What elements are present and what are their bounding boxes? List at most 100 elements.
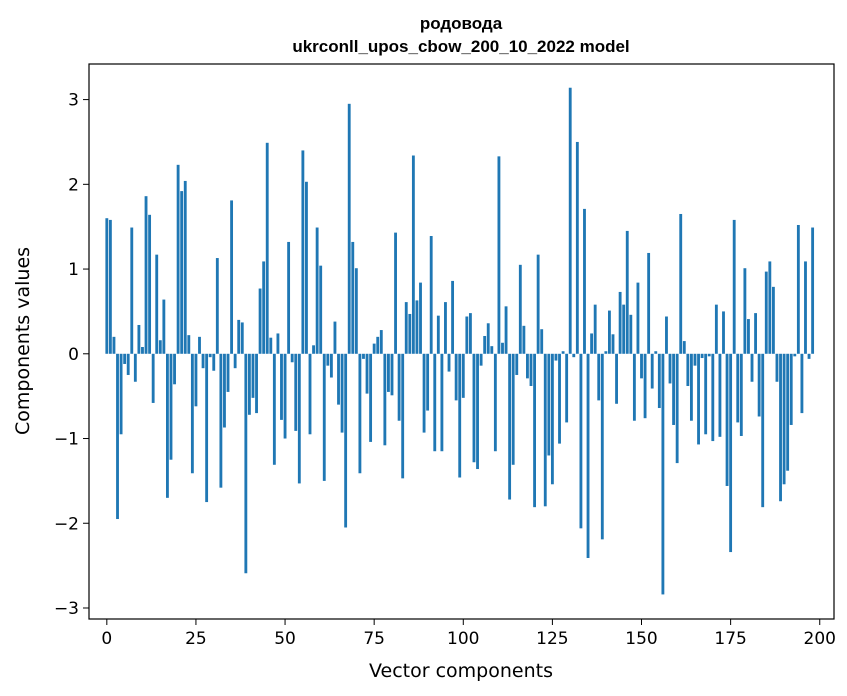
bar-102 xyxy=(468,313,472,354)
bar-160 xyxy=(675,353,679,464)
bar-180 xyxy=(747,319,750,354)
chart-title-line-1: родовода xyxy=(420,14,503,33)
bar-90 xyxy=(426,353,430,411)
bar-105 xyxy=(479,353,483,366)
y-tick-label: 3 xyxy=(68,91,79,111)
y-tick-label: −3 xyxy=(54,599,79,619)
bar-189 xyxy=(779,353,782,502)
bar-14 xyxy=(155,254,159,354)
bar-117 xyxy=(522,325,526,354)
bar-173 xyxy=(722,311,725,354)
bar-88 xyxy=(419,282,422,354)
bar-37 xyxy=(237,319,241,354)
bar-195 xyxy=(800,353,804,414)
bar-106 xyxy=(483,335,487,354)
bar-179 xyxy=(743,268,747,354)
x-tick-label: 0 xyxy=(101,629,112,649)
bar-158 xyxy=(668,353,672,384)
bar-150 xyxy=(640,353,643,379)
bar-166 xyxy=(697,353,700,445)
bar-183 xyxy=(757,353,761,417)
bar-119 xyxy=(529,353,533,386)
bar-61 xyxy=(322,353,326,481)
x-tick-label: 25 xyxy=(185,629,207,649)
bar-126 xyxy=(554,353,558,361)
bar-123 xyxy=(543,353,547,507)
bar-175 xyxy=(729,353,733,553)
chart-title-line-2: ukrconll_upos_cbow_200_10_2022 model xyxy=(292,37,629,56)
bar-178 xyxy=(739,353,743,436)
bar-122 xyxy=(540,329,544,354)
bar-153 xyxy=(650,353,654,389)
bar-32 xyxy=(219,353,223,488)
bar-101 xyxy=(465,316,469,354)
bar-47 xyxy=(272,353,276,465)
bar-74 xyxy=(369,353,373,442)
x-tick-label: 125 xyxy=(536,629,568,649)
bar-139 xyxy=(600,353,604,540)
bar-9 xyxy=(137,324,141,354)
bar-159 xyxy=(672,353,676,425)
bar-94 xyxy=(440,353,444,452)
bar-66 xyxy=(340,353,344,433)
bar-104 xyxy=(476,353,479,470)
bar-164 xyxy=(689,353,693,421)
bar-31 xyxy=(215,258,219,354)
bar-167 xyxy=(700,353,704,359)
bar-134 xyxy=(583,208,586,354)
bar-97 xyxy=(451,280,455,354)
y-tick-label: 1 xyxy=(68,260,79,280)
bars-group xyxy=(105,87,815,595)
bar-184 xyxy=(761,353,765,508)
bar-143 xyxy=(615,353,618,404)
bar-83 xyxy=(401,353,405,479)
bar-34 xyxy=(226,353,230,392)
bar-39 xyxy=(244,353,248,574)
bar-194 xyxy=(796,224,800,354)
bar-156 xyxy=(661,353,665,595)
bar-98 xyxy=(454,353,458,401)
y-tick-label: 2 xyxy=(68,175,79,195)
bar-146 xyxy=(625,230,629,354)
bar-96 xyxy=(447,353,451,372)
bar-6 xyxy=(126,353,130,375)
bar-187 xyxy=(771,286,775,354)
bar-8 xyxy=(133,353,137,382)
bar-38 xyxy=(240,322,244,354)
y-tick-label: 0 xyxy=(68,345,79,365)
bar-62 xyxy=(326,353,330,366)
y-tick-label: −2 xyxy=(54,514,79,534)
bar-17 xyxy=(166,353,169,498)
bar-1 xyxy=(108,219,112,354)
bar-36 xyxy=(233,353,237,369)
bar-93 xyxy=(436,315,440,354)
bar-86 xyxy=(411,155,415,354)
bar-76 xyxy=(376,336,380,354)
bar-142 xyxy=(611,334,615,354)
bar-27 xyxy=(201,353,205,369)
bar-113 xyxy=(508,353,512,500)
bar-188 xyxy=(775,353,779,382)
bar-100 xyxy=(461,353,465,398)
bar-186 xyxy=(768,261,772,354)
bar-124 xyxy=(547,353,551,456)
bar-53 xyxy=(294,353,298,431)
bar-151 xyxy=(643,353,647,419)
x-tick-label: 150 xyxy=(625,629,657,649)
bar-48 xyxy=(276,333,280,354)
bar-2 xyxy=(112,336,116,354)
bar-82 xyxy=(397,353,401,421)
bar-181 xyxy=(750,353,754,382)
bar-192 xyxy=(789,353,793,425)
bar-13 xyxy=(151,353,155,403)
bar-16 xyxy=(162,299,166,354)
bar-112 xyxy=(504,306,508,354)
bar-11 xyxy=(144,196,148,354)
bar-118 xyxy=(526,353,529,379)
bar-91 xyxy=(429,236,433,354)
bar-137 xyxy=(593,304,597,354)
bar-41 xyxy=(251,353,255,398)
bar-33 xyxy=(223,353,226,428)
bar-50 xyxy=(283,353,287,439)
